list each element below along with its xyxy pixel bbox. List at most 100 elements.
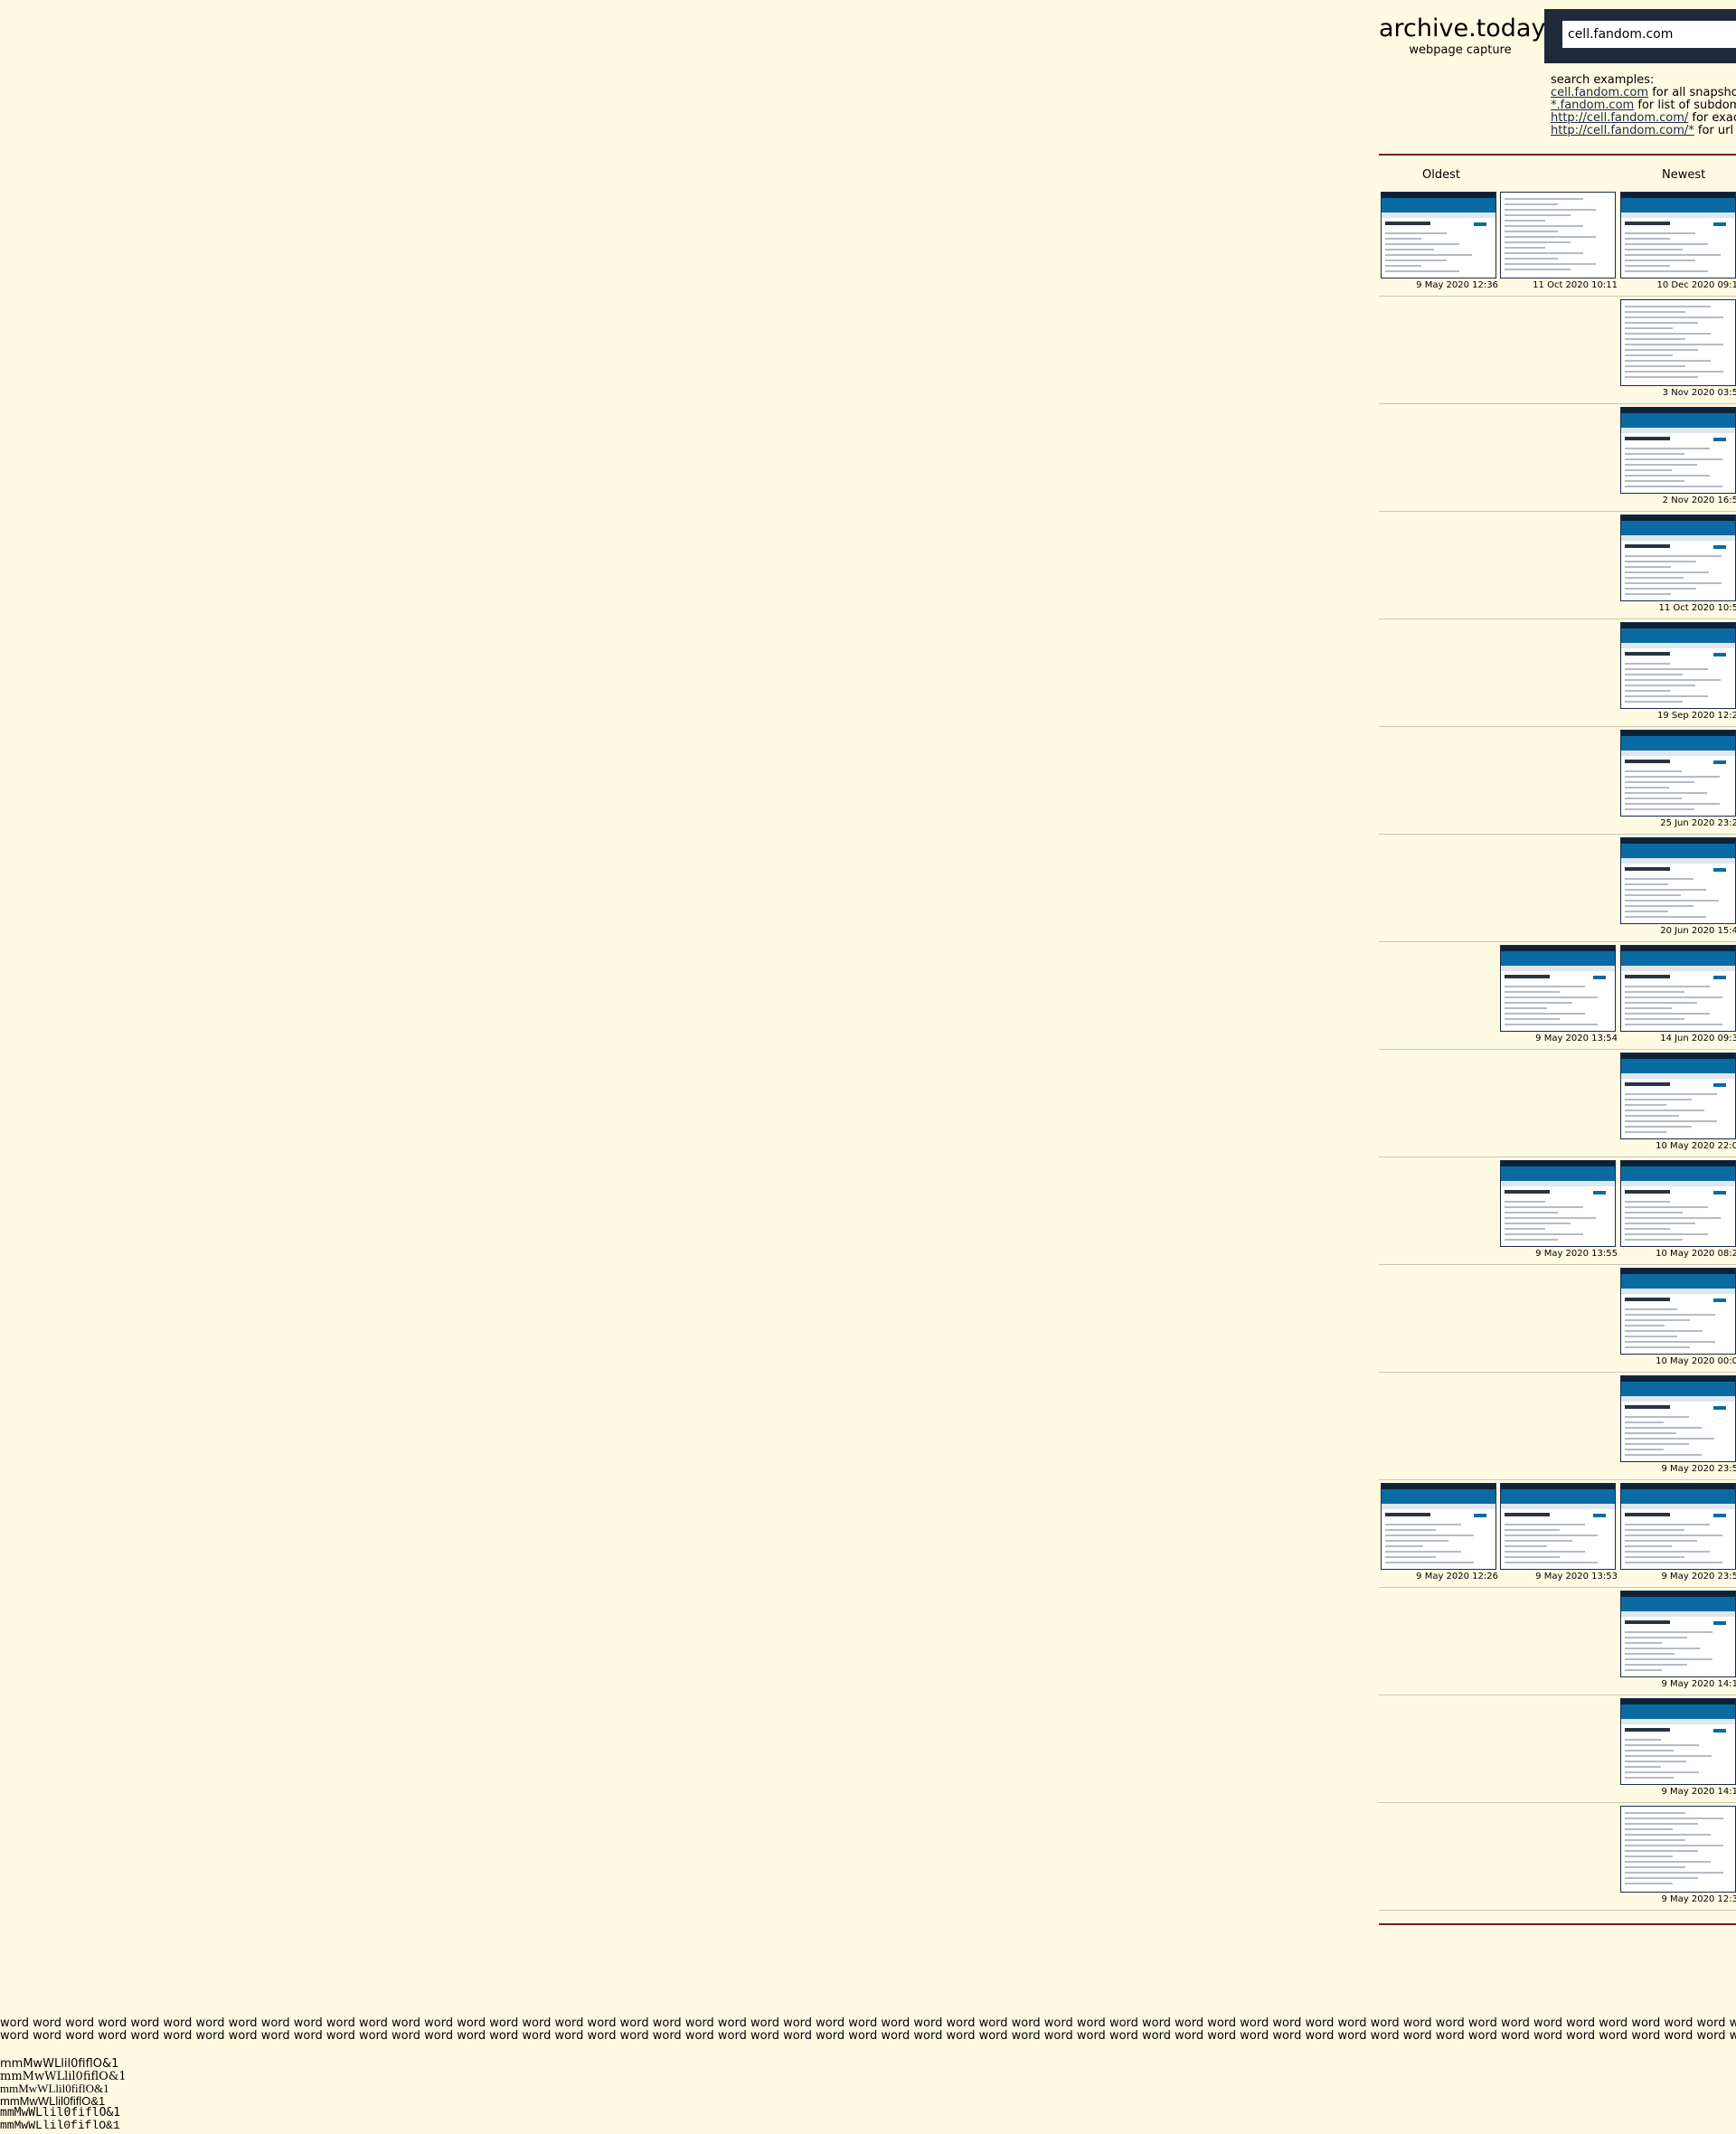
- search-example-item: http://cell.fandom.com/* for url pre: [1551, 125, 1736, 137]
- font-test-line: mmMwWLlil0fiflO&1: [0, 2118, 120, 2132]
- snapshot-cell[interactable]: 2 Nov 2020 16:5: [1618, 407, 1736, 508]
- snapshot-thumbnail[interactable]: [1620, 730, 1736, 817]
- snapshot-thumbnail[interactable]: [1381, 192, 1496, 279]
- logo[interactable]: archive.today webpage capture: [1379, 14, 1546, 58]
- snapshot-date[interactable]: 10 May 2020 00:0: [1656, 1356, 1736, 1366]
- snapshot-thumbnail[interactable]: [1620, 1375, 1736, 1462]
- snapshot-cell[interactable]: 9 May 2020 12:26: [1379, 1483, 1498, 1584]
- search-input[interactable]: [1562, 21, 1736, 48]
- snapshot-date[interactable]: 9 May 2020 12:26: [1416, 1572, 1498, 1582]
- snapshot-date[interactable]: 9 May 2020 13:54: [1535, 1034, 1618, 1043]
- snapshot-cell[interactable]: 9 May 2020 12:3: [1618, 1806, 1736, 1907]
- snapshot-row: 10 May 2020 22:0: [1379, 1049, 1736, 1157]
- snapshot-cell[interactable]: 11 Oct 2020 10:5: [1618, 515, 1736, 616]
- snapshot-thumbnail[interactable]: [1620, 1268, 1736, 1355]
- search-example-desc: for list of subdomai: [1637, 99, 1736, 112]
- snapshot-cell[interactable]: 11 Oct 2020 10:11: [1498, 192, 1618, 293]
- snapshot-cell[interactable]: 9 May 2020 12:36: [1379, 192, 1498, 293]
- snapshot-thumbnail[interactable]: [1381, 1483, 1496, 1570]
- snapshot-cell[interactable]: 9 May 2020 13:53: [1498, 1483, 1618, 1584]
- snapshot-date[interactable]: 20 Jun 2020 15:4: [1660, 926, 1736, 936]
- snapshot-date[interactable]: 11 Oct 2020 10:5: [1658, 603, 1736, 613]
- snapshot-cell[interactable]: 20 Jun 2020 15:4: [1618, 837, 1736, 939]
- font-test-line: mmMwWLlil0fiflO&1: [0, 2082, 109, 2095]
- snapshot-cell[interactable]: 9 May 2020 13:55: [1498, 1160, 1618, 1261]
- snapshot-row: 9 May 2020 23:5: [1379, 1372, 1736, 1480]
- snapshot-date[interactable]: 9 May 2020 13:53: [1535, 1572, 1618, 1582]
- snapshot-thumbnail[interactable]: [1500, 192, 1616, 279]
- snapshot-thumbnail[interactable]: [1620, 1160, 1736, 1247]
- snapshot-row: 25 Jun 2020 23:2: [1379, 726, 1736, 835]
- snapshot-thumbnail[interactable]: [1500, 1160, 1616, 1247]
- search-examples: search examples: cell.fandom.com for all…: [1551, 74, 1736, 137]
- snapshot-date[interactable]: 9 May 2020 14:1: [1661, 1679, 1736, 1689]
- snapshot-row: 9 May 2020 12:36 11 Oct 2020 10:11 10 Dec …: [1379, 188, 1736, 297]
- snapshot-cell[interactable]: 3 Nov 2020 03:5: [1618, 299, 1736, 401]
- snapshot-cell[interactable]: 10 May 2020 00:0: [1618, 1268, 1736, 1369]
- snapshot-thumbnail[interactable]: [1620, 1698, 1736, 1785]
- snapshot-cell[interactable]: 9 May 2020 13:54: [1498, 945, 1618, 1046]
- snapshot-cell[interactable]: 9 May 2020 23:5: [1618, 1483, 1736, 1584]
- snapshot-row: 10 May 2020 00:0: [1379, 1264, 1736, 1373]
- snapshot-row: 9 May 2020 14:1: [1379, 1587, 1736, 1695]
- search-bar: [1544, 9, 1736, 63]
- snapshot-date[interactable]: 9 May 2020 12:3: [1661, 1894, 1736, 1904]
- search-example-link[interactable]: *.fandom.com: [1551, 99, 1635, 112]
- snapshot-date[interactable]: 14 Jun 2020 09:3: [1660, 1034, 1736, 1043]
- snapshot-row: 9 May 2020 13:54 14 Jun 2020 09:3: [1379, 941, 1736, 1050]
- site-title[interactable]: archive.today: [1379, 14, 1546, 42]
- snapshot-cell[interactable]: 19 Sep 2020 12:2: [1618, 622, 1736, 723]
- snapshot-thumbnail[interactable]: [1620, 945, 1736, 1032]
- bottom-divider: [1379, 1923, 1736, 1925]
- snapshot-cell[interactable]: 10 May 2020 08:2: [1618, 1160, 1736, 1261]
- column-oldest: Oldest: [1422, 168, 1460, 182]
- snapshot-thumbnail[interactable]: [1620, 837, 1736, 924]
- search-example-link[interactable]: http://cell.fandom.com/*: [1551, 124, 1694, 137]
- snapshot-cell[interactable]: 9 May 2020 23:5: [1618, 1375, 1736, 1477]
- search-example-desc: for exact u: [1692, 111, 1736, 125]
- snapshot-date[interactable]: 10 May 2020 22:0: [1656, 1141, 1736, 1151]
- snapshot-row: 3 Nov 2020 03:5: [1379, 296, 1736, 404]
- snapshot-cell[interactable]: 10 Dec 2020 09:1: [1618, 192, 1736, 293]
- snapshot-thumbnail[interactable]: [1620, 407, 1736, 494]
- search-example-link[interactable]: http://cell.fandom.com/: [1551, 111, 1689, 125]
- snapshot-thumbnail[interactable]: [1500, 1483, 1616, 1570]
- snapshot-date[interactable]: 9 May 2020 23:5: [1661, 1572, 1736, 1582]
- snapshot-row: 9 May 2020 14:1: [1379, 1695, 1736, 1803]
- snapshot-date[interactable]: 11 Oct 2020 10:11: [1533, 280, 1618, 290]
- search-example-item: cell.fandom.com for all snapshots: [1551, 87, 1736, 99]
- snapshot-thumbnail[interactable]: [1620, 1591, 1736, 1677]
- snapshot-date[interactable]: 10 May 2020 08:2: [1656, 1249, 1736, 1259]
- snapshot-date[interactable]: 10 Dec 2020 09:1: [1656, 280, 1736, 290]
- snapshot-row: 19 Sep 2020 12:2: [1379, 618, 1736, 727]
- snapshot-thumbnail[interactable]: [1620, 1483, 1736, 1570]
- snapshot-date[interactable]: 9 May 2020 23:5: [1661, 1464, 1736, 1474]
- snapshot-thumbnail[interactable]: [1620, 515, 1736, 601]
- snapshot-cell[interactable]: 9 May 2020 14:1: [1618, 1698, 1736, 1799]
- snapshot-date[interactable]: 9 May 2020 13:55: [1535, 1249, 1618, 1259]
- snapshot-cell[interactable]: 10 May 2020 22:0: [1618, 1053, 1736, 1154]
- snapshot-thumbnail[interactable]: [1500, 945, 1616, 1032]
- column-headers: Oldest Newest: [1379, 168, 1736, 183]
- filler-line: word word word word word word word word …: [0, 2017, 1736, 2030]
- snapshot-date[interactable]: 2 Nov 2020 16:5: [1662, 496, 1736, 505]
- site-subtitle: webpage capture: [1409, 43, 1512, 57]
- snapshot-thumbnail[interactable]: [1620, 192, 1736, 279]
- snapshot-date[interactable]: 9 May 2020 14:1: [1661, 1787, 1736, 1797]
- snapshot-cell[interactable]: 14 Jun 2020 09:3: [1618, 945, 1736, 1046]
- snapshot-thumbnail[interactable]: [1620, 622, 1736, 709]
- snapshot-thumbnail[interactable]: [1620, 1806, 1736, 1893]
- search-example-link[interactable]: cell.fandom.com: [1551, 86, 1649, 99]
- snapshot-date[interactable]: 19 Sep 2020 12:2: [1656, 711, 1736, 721]
- snapshot-row: 9 May 2020 13:55 10 May 2020 08:2: [1379, 1157, 1736, 1265]
- snapshot-row: 20 Jun 2020 15:4: [1379, 834, 1736, 942]
- snapshot-thumbnail[interactable]: [1620, 299, 1736, 386]
- column-newest: Newest: [1662, 168, 1706, 182]
- snapshot-cell[interactable]: 9 May 2020 14:1: [1618, 1591, 1736, 1692]
- snapshot-date[interactable]: 3 Nov 2020 03:5: [1662, 388, 1736, 398]
- search-examples-list: cell.fandom.com for all snapshots*.fando…: [1551, 87, 1736, 137]
- snapshot-date[interactable]: 9 May 2020 12:36: [1416, 280, 1498, 290]
- snapshot-date[interactable]: 25 Jun 2020 23:2: [1660, 818, 1736, 828]
- snapshot-cell[interactable]: 25 Jun 2020 23:2: [1618, 730, 1736, 831]
- snapshot-thumbnail[interactable]: [1620, 1053, 1736, 1139]
